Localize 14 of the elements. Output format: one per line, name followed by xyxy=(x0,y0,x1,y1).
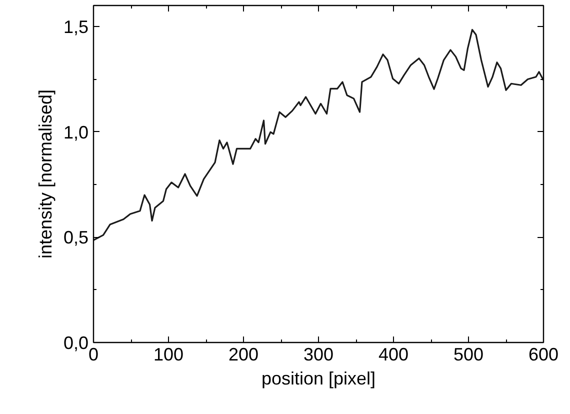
y-tick-label: 0,5 xyxy=(63,228,89,248)
x-tick-label: 600 xyxy=(528,344,559,364)
x-tick-label: 100 xyxy=(153,344,184,364)
line-series xyxy=(94,28,544,241)
x-tick-label: 0 xyxy=(88,344,99,364)
x-tick-label: 200 xyxy=(228,344,259,364)
y-tick-label: 1,0 xyxy=(63,122,89,142)
y-tick-label: 0,0 xyxy=(63,333,89,353)
x-tick-label: 400 xyxy=(378,344,409,364)
x-tick-label: 500 xyxy=(453,344,484,364)
x-tick-label: 300 xyxy=(303,344,334,364)
y-tick-label: 1,5 xyxy=(63,17,89,38)
y-axis-title: intensity [normalised] xyxy=(35,89,56,259)
x-axis-title: position [pixel] xyxy=(261,368,376,388)
